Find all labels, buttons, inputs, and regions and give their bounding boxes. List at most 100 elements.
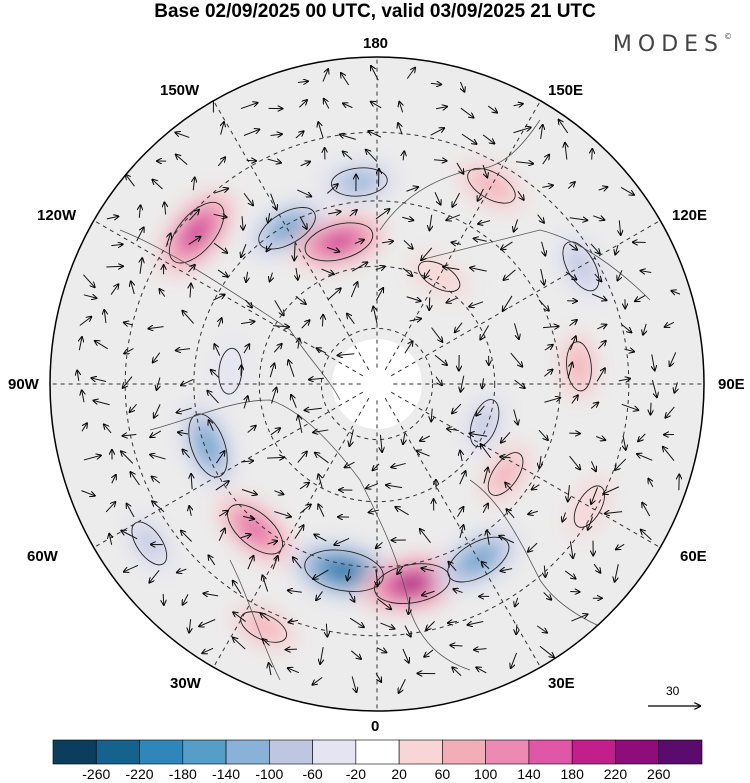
label-60e: 60E bbox=[680, 548, 707, 565]
wind-vector bbox=[82, 274, 94, 288]
wind-vector bbox=[430, 128, 444, 136]
wind-vector bbox=[452, 667, 462, 677]
meridian-330 bbox=[213, 397, 370, 668]
wind-vector bbox=[517, 190, 524, 200]
wind-vector bbox=[605, 512, 623, 514]
wind-vector bbox=[435, 376, 442, 385]
wind-vector bbox=[324, 99, 330, 109]
wind-vector bbox=[375, 673, 381, 682]
wind-vector bbox=[373, 307, 378, 324]
wind-vector bbox=[544, 370, 552, 377]
wind-vector bbox=[246, 160, 256, 161]
wind-vector bbox=[296, 267, 298, 280]
wind-vector bbox=[349, 617, 364, 627]
wind-vector bbox=[452, 192, 460, 207]
wind-vector bbox=[615, 244, 618, 255]
wind-vector bbox=[621, 324, 632, 333]
colorbar-label: -140 bbox=[212, 766, 241, 782]
wind-vector bbox=[243, 344, 249, 354]
wind-vector bbox=[624, 349, 634, 352]
wind-vector bbox=[299, 483, 309, 490]
wind-vector bbox=[130, 403, 137, 412]
anomaly-blob-2 bbox=[325, 234, 353, 250]
wind-vector bbox=[430, 83, 441, 84]
wind-vector bbox=[375, 288, 383, 301]
wind-vector bbox=[334, 537, 350, 544]
wind-vector bbox=[351, 676, 356, 692]
wind-vector bbox=[650, 402, 651, 415]
wind-vector bbox=[424, 649, 434, 657]
wind-vector bbox=[503, 295, 513, 311]
wind-vector bbox=[243, 192, 253, 205]
wind-vector bbox=[376, 569, 378, 586]
wind-vector bbox=[455, 322, 463, 333]
wind-vector bbox=[569, 218, 587, 221]
label-150e: 150E bbox=[548, 82, 584, 99]
wind-vector bbox=[429, 214, 431, 230]
wind-vector bbox=[148, 327, 164, 329]
wind-vector bbox=[592, 149, 593, 160]
wind-vector bbox=[621, 403, 639, 410]
label-30e: 30E bbox=[548, 675, 575, 692]
wind-vector bbox=[616, 543, 625, 549]
wind-vector bbox=[641, 530, 652, 541]
wind-vector bbox=[318, 474, 322, 488]
wind-vector bbox=[376, 541, 383, 548]
wind-vector bbox=[176, 349, 191, 351]
wind-vector bbox=[617, 270, 623, 280]
wind-vector bbox=[211, 370, 220, 379]
wind-vector bbox=[104, 310, 106, 324]
wind-vector bbox=[309, 378, 324, 379]
wind-vector bbox=[124, 564, 139, 571]
wind-vector bbox=[474, 238, 487, 241]
anomaly-field bbox=[124, 160, 612, 649]
wind-vector bbox=[568, 243, 577, 250]
wind-vector bbox=[293, 557, 302, 569]
wind-vector bbox=[516, 624, 517, 634]
wind-vector bbox=[338, 354, 355, 356]
wind-vector bbox=[167, 234, 171, 246]
wind-vector bbox=[314, 535, 327, 542]
wind-vector bbox=[452, 242, 462, 244]
wind-vector bbox=[399, 679, 406, 693]
wind-vector bbox=[112, 475, 116, 484]
wind-vector bbox=[421, 247, 433, 260]
wind-vector bbox=[326, 246, 339, 251]
colorbar-label: -180 bbox=[168, 766, 197, 782]
wind-vector bbox=[203, 593, 219, 595]
wind-vector bbox=[91, 378, 107, 381]
wind-vector bbox=[121, 531, 138, 540]
wind-vector bbox=[299, 216, 307, 229]
wind-vector bbox=[619, 220, 620, 235]
wind-vector bbox=[244, 396, 248, 409]
wind-vector bbox=[398, 123, 403, 135]
wind-vector bbox=[375, 266, 385, 269]
wind-vector bbox=[131, 281, 134, 295]
wind-vector bbox=[297, 81, 308, 82]
wind-vector bbox=[313, 430, 329, 432]
colorbar-bin-9 bbox=[442, 739, 486, 765]
wind-vector bbox=[298, 415, 303, 433]
wind-vector bbox=[181, 531, 192, 542]
colorbar-label: 260 bbox=[647, 766, 671, 782]
wind-vector bbox=[590, 243, 600, 254]
wind-vector bbox=[448, 622, 457, 623]
wind-vector bbox=[261, 613, 270, 622]
wind-vector bbox=[469, 301, 484, 307]
wind-vector bbox=[270, 193, 277, 210]
colorbar-label: 220 bbox=[603, 766, 628, 782]
wind-vector bbox=[288, 668, 300, 674]
wind-vector bbox=[242, 216, 243, 230]
label-30w: 30W bbox=[170, 675, 201, 692]
wind-vector bbox=[130, 472, 140, 486]
wind-vector bbox=[274, 491, 283, 495]
wind-vector bbox=[596, 368, 605, 382]
wind-vector bbox=[409, 319, 422, 321]
wind-vector bbox=[373, 463, 380, 470]
wind-vector bbox=[159, 289, 166, 297]
wind-vector bbox=[447, 429, 459, 431]
wind-vector bbox=[271, 388, 277, 404]
wind-vector bbox=[541, 241, 546, 256]
wind-vector bbox=[403, 151, 404, 161]
wind-vector bbox=[483, 468, 488, 484]
